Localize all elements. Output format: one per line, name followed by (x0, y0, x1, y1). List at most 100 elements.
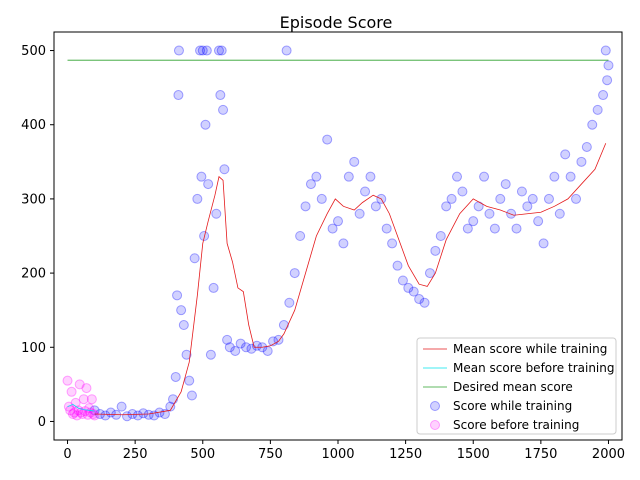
series-3-point (543, 193, 554, 204)
series-3-point (495, 193, 506, 204)
legend-label: Score while training (453, 399, 572, 413)
series-3-point (199, 231, 210, 241)
series-3-point (300, 201, 311, 212)
y-tick-label: 500 (21, 44, 46, 59)
series-3-point (479, 171, 490, 182)
series-3-point (178, 320, 189, 331)
series-3-point (311, 171, 322, 182)
series-3-point (419, 297, 430, 308)
series-3-point (208, 282, 219, 293)
series-3-point (284, 297, 295, 308)
x-tick-label: 750 (258, 447, 283, 462)
series-4-point (78, 394, 89, 405)
series-3-point (165, 401, 176, 412)
series-3-point (403, 282, 414, 293)
series-3-point (457, 186, 468, 197)
series-3-point (143, 409, 154, 420)
series-4-point (81, 383, 92, 394)
series-3-point (224, 342, 235, 353)
series-3-point (516, 186, 527, 197)
y-tick-label: 100 (21, 341, 46, 356)
x-axis: 0 250 500 750 1000 1250 1500 1750 2000 (63, 440, 625, 462)
series-4-point (69, 407, 80, 418)
series-3-point (262, 345, 273, 356)
series-3-point (462, 223, 473, 234)
series-3-point (173, 45, 184, 56)
series-4-point (76, 407, 87, 418)
series-3-point (506, 208, 517, 219)
series-3-point (592, 104, 603, 115)
series-3-point (186, 390, 197, 401)
series-4-point (89, 410, 100, 421)
series-3-point (527, 193, 538, 204)
series-3-point (172, 290, 183, 301)
series-4-point (63, 401, 74, 412)
series-3-point (598, 90, 609, 101)
x-tick-label: 250 (123, 447, 148, 462)
y-tick-label: 400 (21, 118, 46, 133)
series-3-point (122, 411, 133, 422)
series-3-point (173, 90, 184, 101)
series-3-point (211, 208, 222, 219)
x-tick-label: 2000 (592, 447, 625, 462)
series-3-point (241, 342, 252, 353)
y-axis: 0 100 200 300 400 500 (21, 44, 54, 430)
series-3-point (176, 305, 187, 316)
series-3-point (587, 119, 598, 130)
series-3-point (549, 171, 560, 182)
series-3-point (446, 193, 457, 204)
series-3-point (581, 141, 592, 152)
series-3-point (441, 201, 452, 212)
series-4-point (71, 410, 82, 421)
series-3-point (397, 275, 408, 286)
series-3-point (414, 294, 425, 305)
series-3-point (333, 216, 343, 227)
series-3-point (435, 231, 446, 241)
series-3-point (343, 171, 354, 182)
series-3-point (484, 208, 495, 219)
series-3-point (602, 75, 613, 86)
y-tick-label: 200 (21, 267, 46, 282)
series-3-point (281, 45, 292, 56)
series-3-point (522, 201, 533, 212)
y-tick-label: 300 (21, 192, 46, 207)
series-3-point (392, 260, 403, 271)
series-3-point (196, 171, 207, 182)
series-3-point (338, 238, 349, 249)
series-4-point (74, 379, 85, 390)
series-4-point (86, 394, 97, 405)
series-3-point (452, 171, 463, 182)
series-3-point (219, 164, 230, 175)
series-3-point (327, 223, 338, 234)
series-3-point (538, 238, 549, 249)
series-3-point (197, 45, 208, 56)
series-3-point (116, 401, 127, 412)
series-1-line (67, 403, 95, 412)
x-tick-label: 1500 (457, 447, 490, 462)
legend-label: Mean score before training (453, 361, 615, 375)
series-3-point (132, 410, 143, 421)
series-3-point (201, 45, 212, 56)
series-3-point (203, 179, 214, 190)
series-3-point (278, 320, 289, 331)
series-3-point (138, 408, 149, 419)
x-tick-label: 0 (63, 447, 71, 462)
series-3-point (489, 223, 500, 234)
series-3-point (349, 156, 360, 167)
series-3-point (222, 334, 233, 345)
series-3-point (213, 45, 224, 56)
series-0-line (94, 143, 607, 416)
legend: Mean score while training Mean score befo… (416, 337, 617, 435)
series-3-point (511, 223, 522, 234)
plot-area (62, 45, 614, 422)
series-4-point (67, 409, 78, 420)
series-3-point (200, 119, 211, 130)
series-4-point (73, 405, 84, 416)
legend-label: Score before training (453, 418, 579, 432)
series-3-point (181, 349, 192, 360)
series-3-point (424, 268, 435, 279)
series-3-point (215, 90, 226, 101)
series-3-point (600, 45, 611, 56)
legend-label: Mean score while training (453, 342, 607, 356)
